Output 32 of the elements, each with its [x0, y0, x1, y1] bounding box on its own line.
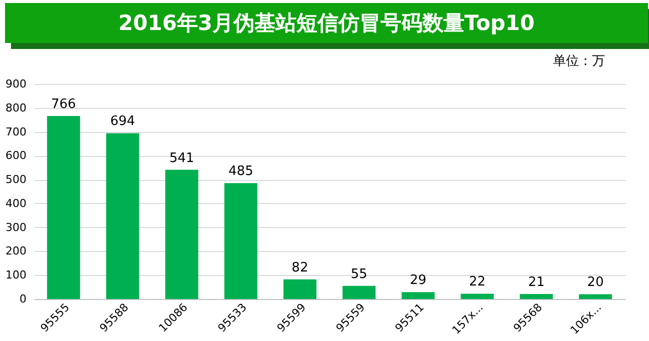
y-tick-label: 0 — [20, 292, 26, 306]
bar — [578, 294, 612, 299]
bar — [460, 294, 494, 299]
text: 单位：万 — [553, 53, 605, 70]
y-tick-label: 500 — [6, 173, 26, 186]
y-tick-label: 600 — [6, 149, 26, 162]
bar — [47, 116, 80, 299]
data-label: 21 — [528, 274, 545, 290]
data-label: 485 — [228, 164, 254, 180]
bar — [165, 170, 198, 299]
y-tick-label: 800 — [6, 101, 26, 114]
y-tick-label: 300 — [6, 220, 26, 234]
y-tick-label: 200 — [6, 244, 26, 258]
y-tick-label: 700 — [6, 125, 26, 138]
y-tick-label: 900 — [6, 78, 26, 90]
data-label: 55 — [350, 266, 368, 282]
data-label: 82 — [292, 260, 308, 276]
y-tick-label: 400 — [6, 196, 26, 210]
data-label: 694 — [110, 114, 136, 130]
data-label: 29 — [410, 273, 426, 288]
bar — [224, 183, 258, 299]
y-tick-label: 100 — [6, 268, 26, 282]
data-label: 541 — [169, 150, 194, 166]
bar — [283, 279, 316, 299]
data-label: 766 — [51, 97, 76, 112]
bar — [402, 292, 435, 299]
bar — [106, 133, 140, 299]
chart-title: 2016年3月伪基站短信仿冒号码数量Top10 — [5, 3, 648, 43]
bar — [520, 294, 553, 299]
data-label: 20 — [587, 275, 604, 290]
data-label: 22 — [468, 274, 486, 290]
bar — [342, 286, 376, 299]
